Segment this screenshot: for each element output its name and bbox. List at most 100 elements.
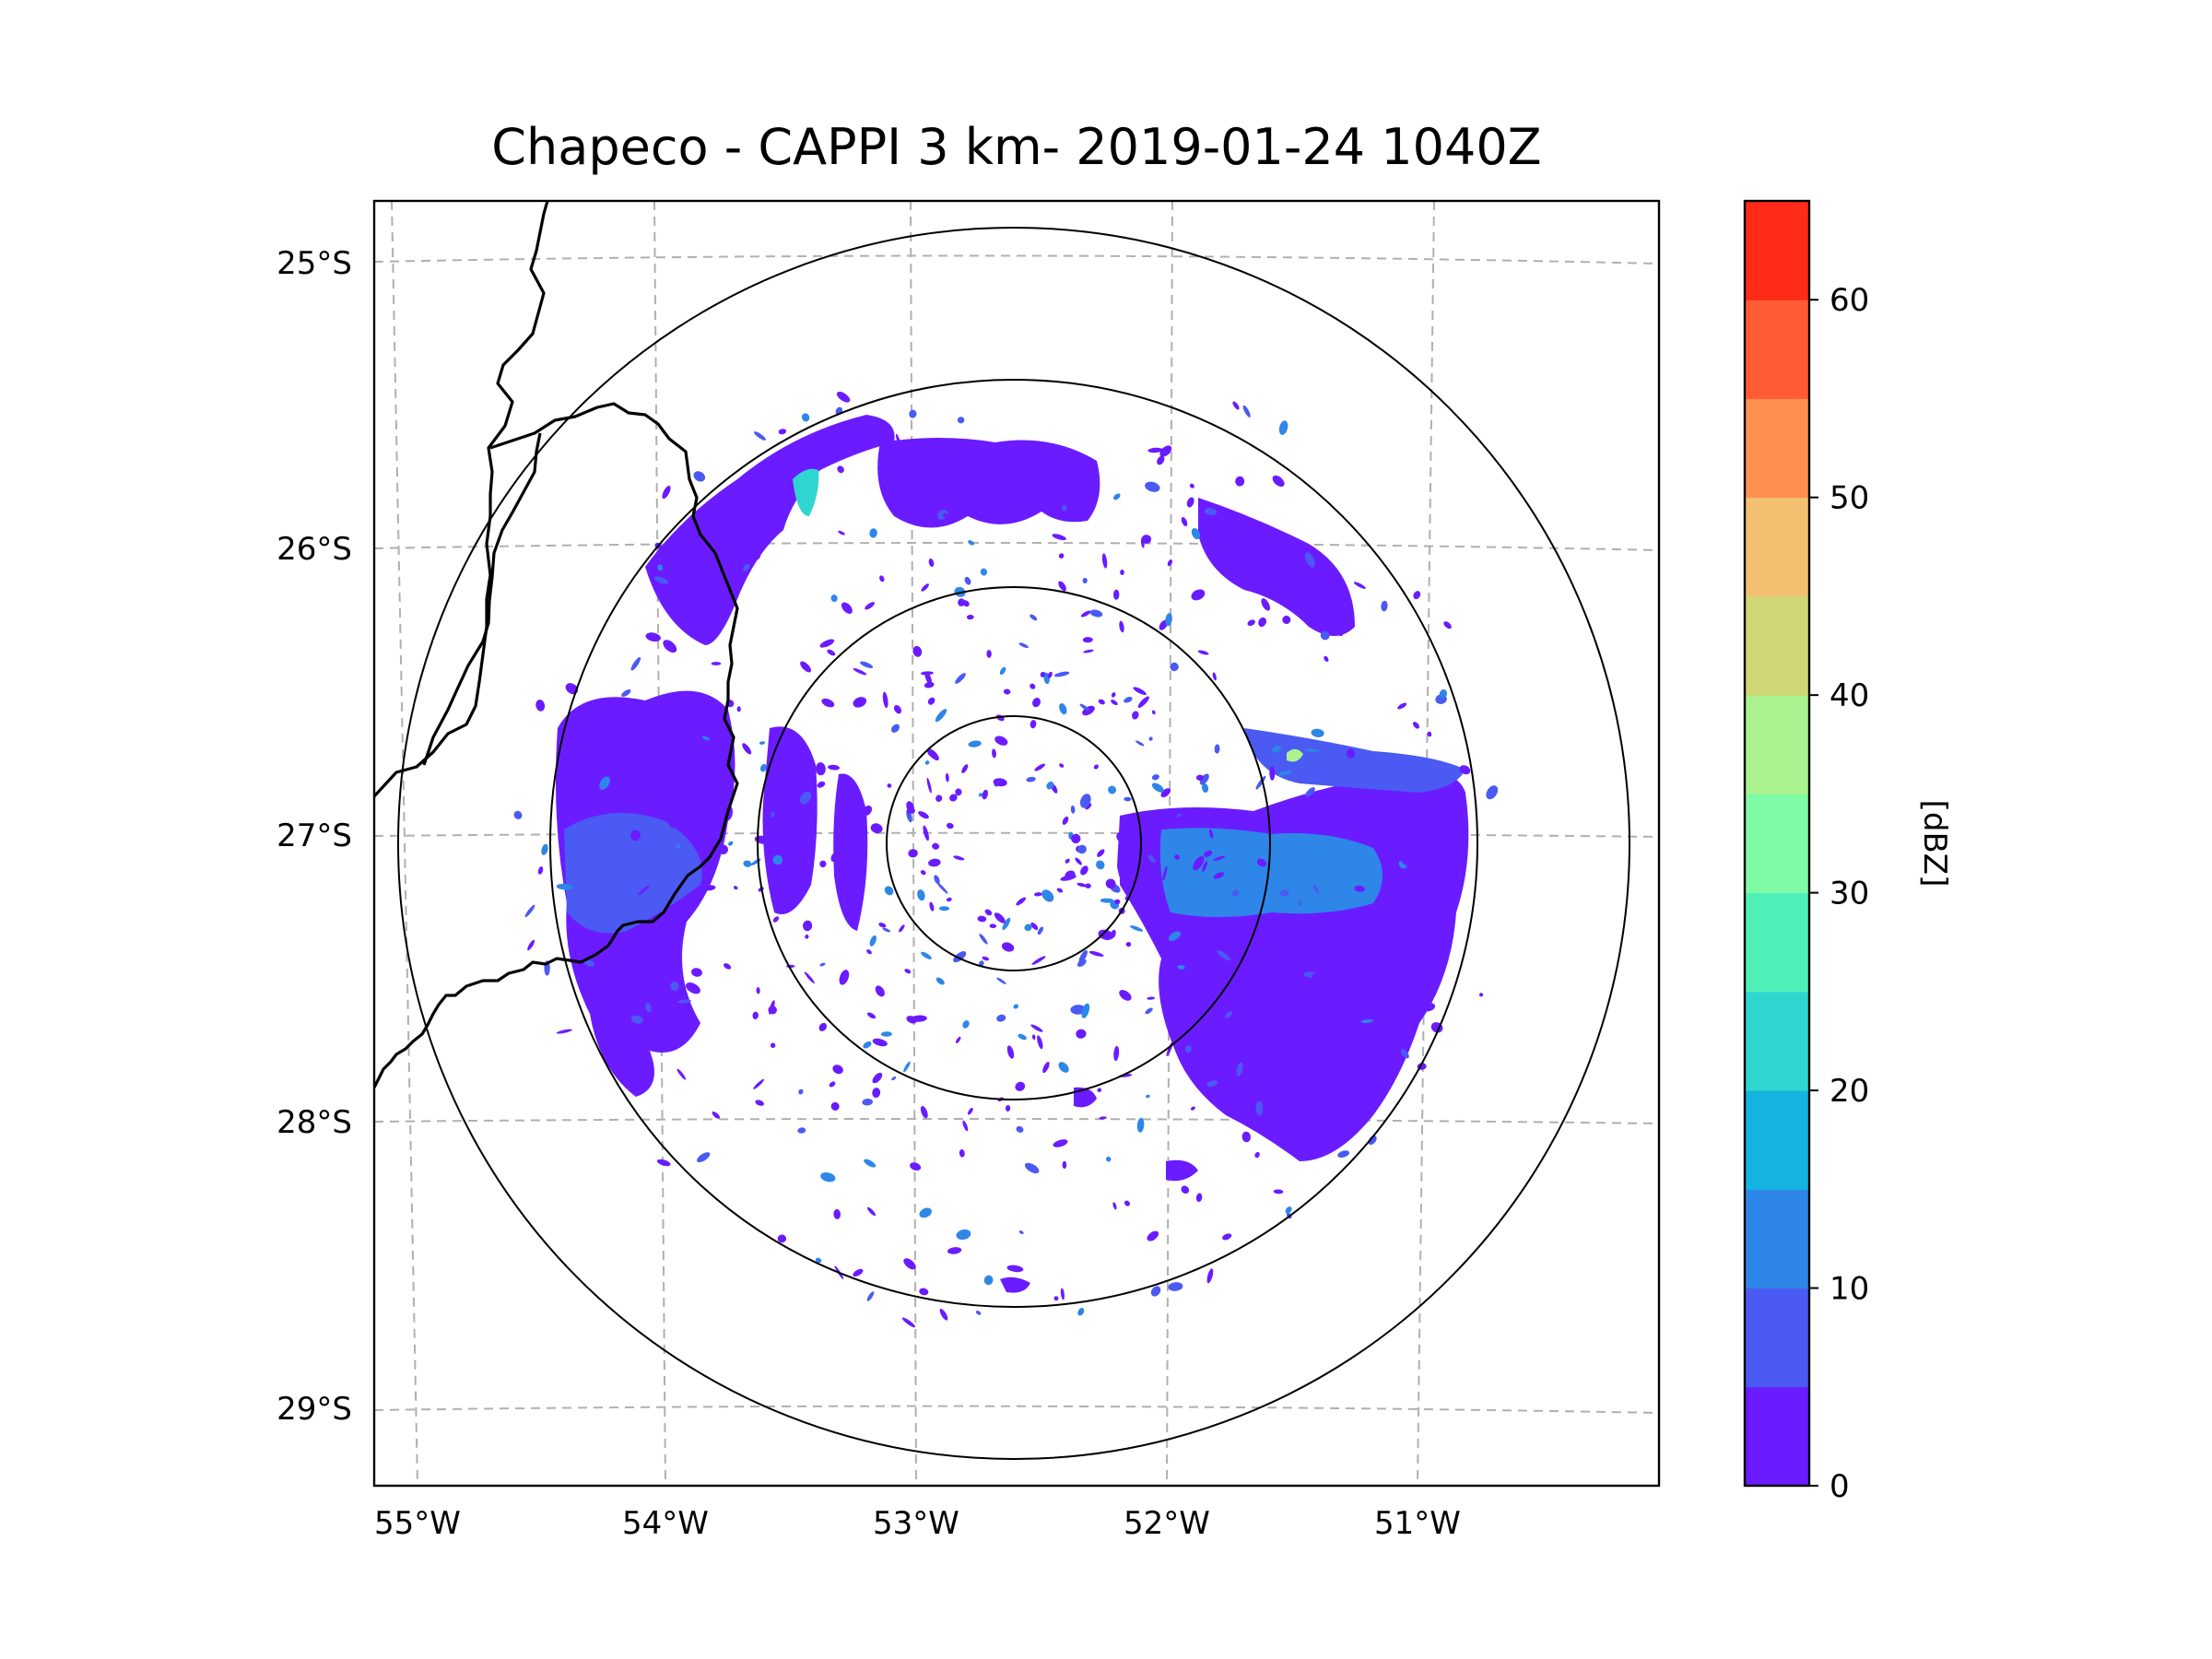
echo-speckle [1365, 1045, 1373, 1053]
echo-speckle [1398, 854, 1411, 867]
echo-speckle [882, 927, 891, 933]
echo-speckle [841, 602, 853, 614]
echo-speckle [1231, 547, 1236, 555]
echo-speckle [728, 841, 734, 846]
echo-speckle [653, 576, 669, 584]
echo-speckle [630, 657, 641, 671]
echo-northwest [645, 415, 895, 645]
echo-speckle [1273, 1189, 1284, 1194]
echo-speckle [753, 1078, 765, 1089]
range-ring-3 [549, 379, 1478, 1308]
echo-speckle [1320, 630, 1330, 641]
echo-speckle [1120, 570, 1124, 575]
parallel-26s [374, 541, 1659, 551]
echo-speckle [959, 1149, 965, 1158]
echo-speckle [882, 691, 888, 709]
echo-speckle [1272, 745, 1282, 753]
parallel-28s [374, 1117, 1659, 1124]
echo-speckle [943, 512, 947, 518]
echo-speckle [583, 959, 595, 967]
echo-speckle [1168, 1282, 1183, 1291]
echo-speckle [1001, 942, 1015, 952]
colorbar-tick-label: 50 [1830, 480, 1869, 517]
echo-speckle [1030, 683, 1036, 689]
echo-speckle [1174, 854, 1180, 860]
colorbar-segment [1745, 695, 1809, 794]
echo-speckle [999, 666, 1006, 676]
lon-label: 54°W [622, 1505, 709, 1542]
echo-speckle [697, 1152, 711, 1163]
echo-speckle [862, 805, 873, 817]
echo-speckle [805, 935, 809, 939]
echo-speckle [1082, 637, 1093, 643]
echo-speckle [1217, 950, 1231, 961]
echo-speckle [770, 1042, 776, 1049]
echo-speckle [996, 1014, 1006, 1022]
echo-speckle [1272, 475, 1285, 488]
colorbar-tick-label: 0 [1830, 1468, 1850, 1505]
echo-speckle [1129, 925, 1144, 932]
echo-speckle [830, 853, 838, 862]
echo-speckle [670, 982, 679, 991]
echo-speckle [1037, 1035, 1043, 1050]
echo-speckle [1292, 988, 1303, 1004]
echo-speckle [893, 705, 902, 714]
echo-speckle [1176, 814, 1182, 818]
echo-east-hotspot [1287, 748, 1303, 762]
echo-speckle [1167, 559, 1172, 567]
echo-speckle [1000, 459, 1006, 467]
echo-speckle [593, 741, 601, 749]
echo-speckle [1147, 1230, 1159, 1241]
echo-east-northband [1244, 728, 1465, 793]
echo-speckle [599, 776, 610, 790]
echo-speckle [983, 1275, 994, 1286]
echo-speckle [920, 870, 926, 876]
echo-speckle [986, 650, 992, 658]
echo-speckle [1062, 1160, 1067, 1170]
echo-speckle [1185, 1045, 1192, 1053]
echo-speckle [1190, 809, 1195, 815]
echo-speckle [1089, 609, 1103, 618]
echo-speckle [1042, 1062, 1050, 1074]
echo-speckle [1018, 642, 1029, 649]
echo-speckle [1016, 897, 1026, 906]
echo-speckle [1305, 787, 1315, 797]
echo-speckle [863, 1041, 872, 1049]
echo-speckle [1003, 688, 1011, 695]
echo-speckle [935, 794, 943, 802]
echo-speckle [818, 1022, 828, 1031]
echo-speckle [953, 951, 967, 963]
echo-speckle [524, 904, 535, 918]
echo-speckle [958, 598, 966, 606]
echo-speckle [884, 886, 894, 896]
echo-speckle [878, 923, 887, 928]
echo-speckle [957, 417, 965, 424]
echo-speckle [1200, 981, 1209, 990]
echo-speckle [1077, 844, 1087, 854]
echo-speckle [962, 1120, 969, 1132]
echo-speckle [817, 781, 826, 788]
echo-speckle [1298, 904, 1306, 912]
echo-speckle [1005, 1105, 1011, 1112]
echo-speckle [935, 709, 947, 723]
colorbar-segment [1745, 398, 1809, 499]
echo-speckle [1456, 876, 1460, 887]
echo-speckle [1292, 805, 1300, 812]
colorbar-segments [1745, 201, 1809, 1487]
echo-speckle [980, 568, 988, 576]
echo-speckle [1201, 782, 1209, 794]
echo-speckle [733, 886, 738, 890]
echo-speckle [1478, 993, 1484, 997]
echo-speckle [1235, 476, 1245, 487]
echo-speckle [872, 1038, 888, 1047]
echo-speckle [946, 822, 954, 830]
lon-label: 55°W [374, 1505, 461, 1542]
echo-speckle [645, 632, 661, 642]
echo-speckle [1168, 931, 1182, 941]
echo-speckle [993, 778, 1007, 787]
colorbar-segment [1745, 794, 1809, 894]
echo-speckle [1062, 504, 1067, 512]
echo-northeast [1198, 498, 1355, 636]
echo-speckle [921, 951, 932, 959]
echo-speckle [1037, 926, 1044, 935]
